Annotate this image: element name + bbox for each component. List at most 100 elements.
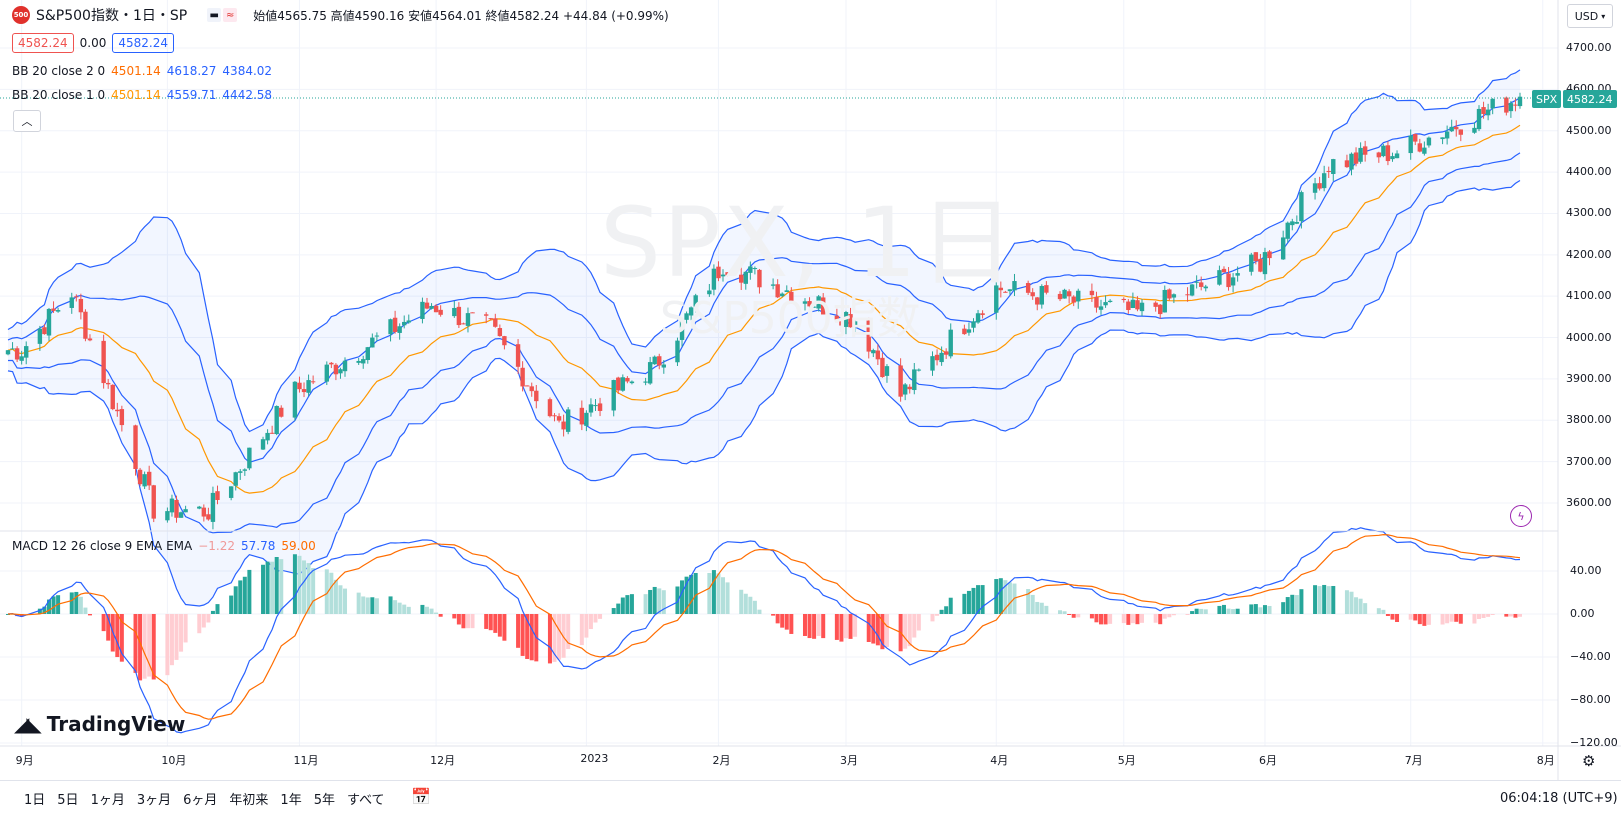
timeframe-button[interactable]: 5日 (57, 793, 79, 808)
macd-bar (1508, 614, 1513, 617)
timeframe-button[interactable]: 3ヶ月 (136, 793, 172, 808)
macd-bar (520, 614, 525, 656)
candle-body (174, 499, 179, 518)
compare-toggle[interactable]: ▬ ≈ (207, 8, 238, 22)
collapse-legend-button[interactable]: ︿ (13, 110, 41, 132)
timeframe-button[interactable]: 6ヶ月 (183, 793, 218, 808)
candle-body (684, 313, 689, 320)
sell-price-box[interactable]: 4582.24 (12, 33, 74, 53)
timeframe-button[interactable]: 1ヶ月 (90, 793, 125, 808)
price-tick-label: 4400.00 (1566, 165, 1612, 179)
candle-body (816, 296, 821, 309)
candle-body (238, 471, 243, 473)
macd-bar (1035, 601, 1040, 614)
candle-body (301, 389, 307, 393)
candle-body (1258, 258, 1263, 272)
candle-body (279, 407, 284, 417)
macd-bar (397, 602, 402, 614)
macd-bar (1454, 614, 1459, 622)
macd-bar (1130, 614, 1135, 624)
candle-body (105, 382, 111, 385)
candle-body (1358, 147, 1363, 162)
symbol-title[interactable]: S&P500指数・1日・SP (36, 8, 188, 24)
macd-bar (1190, 611, 1195, 614)
macd-bar (648, 589, 653, 614)
candle-body (871, 350, 876, 354)
macd-bar (1249, 604, 1254, 614)
macd-bar (620, 597, 625, 614)
macd-bar (361, 596, 366, 614)
macd-bar (552, 614, 557, 662)
macd-tick-label: −120.00 (1570, 736, 1618, 749)
candle-body (1267, 251, 1272, 259)
bb-lower-2 (7, 179, 1521, 607)
macd-bar (233, 586, 238, 614)
macd-bar (584, 614, 589, 638)
price-tick-label: 4000.00 (1566, 330, 1612, 344)
macd-bar (42, 606, 47, 614)
chart-canvas[interactable] (0, 0, 1621, 780)
macd-bar (903, 614, 908, 649)
candle-body (1171, 294, 1177, 298)
macd-bar (1290, 594, 1295, 614)
macd-bar (880, 614, 885, 650)
macd-bar (115, 614, 120, 658)
candle-body (78, 298, 84, 313)
candle-body (133, 425, 138, 469)
clock[interactable]: 06:04:18 (UTC+9) (1500, 791, 1618, 806)
wave-icon[interactable]: ≈ (223, 8, 238, 22)
candle-body (1513, 104, 1518, 106)
candle-body (110, 384, 115, 410)
candle-body (1007, 289, 1013, 292)
macd-bar (1449, 614, 1454, 622)
candle-body (1413, 134, 1418, 142)
macd-bar (438, 614, 443, 617)
candle-body (980, 313, 985, 315)
bb1-legend[interactable]: BB 20 close 1 0 4501.14 4559.71 4442.58 (12, 88, 272, 102)
macd-bar (370, 597, 375, 614)
macd-bar (147, 614, 152, 677)
macd-bar (78, 596, 83, 614)
candle-body (420, 301, 425, 319)
candle-body (625, 377, 630, 382)
macd-legend[interactable]: MACD 12 26 close 9 EMA EMA −1.22 57.78 5… (12, 539, 316, 553)
candle-body (1317, 183, 1322, 189)
bb2-label: BB 20 close 2 0 (12, 64, 106, 78)
currency-select[interactable]: USD ▾ (1567, 4, 1613, 28)
macd-bar (1472, 614, 1477, 624)
timeframe-button[interactable]: すべて (346, 793, 385, 808)
candle-body (310, 381, 316, 383)
timeframe-button[interactable]: 年初来 (229, 793, 269, 808)
signal-line (7, 533, 1521, 720)
macd-bar (757, 609, 762, 614)
bb2-legend[interactable]: BB 20 close 2 0 4501.14 4618.27 4384.02 (12, 64, 272, 78)
macd-bar (598, 614, 603, 619)
macd-bar (1185, 614, 1190, 615)
timeframe-button[interactable]: 1年 (280, 793, 302, 808)
candle-body (470, 312, 475, 314)
macd-bar (684, 576, 689, 614)
macd-bar (1067, 614, 1072, 615)
buy-price-box[interactable]: 4582.24 (112, 33, 174, 53)
candle-body (620, 377, 626, 391)
macd-bar (1231, 609, 1236, 614)
timeframe-button[interactable]: 1日 (24, 793, 46, 808)
macd-bar (1376, 608, 1381, 614)
candle-body (465, 313, 471, 326)
candle-body (306, 380, 311, 393)
macd-bar (1354, 597, 1359, 614)
minus-icon[interactable]: ▬ (207, 8, 222, 22)
candle-body (720, 274, 726, 277)
macd-bar (179, 614, 184, 652)
candle-body (1217, 270, 1222, 285)
date-range-icon[interactable]: 📅 (411, 787, 431, 806)
candle-body (1230, 277, 1236, 286)
candle-body (1203, 286, 1208, 289)
macd-bar (502, 614, 507, 641)
tradingview-logo[interactable]: ◢◣ TradingView (14, 712, 185, 736)
settings-gear-icon[interactable]: ⚙ (1582, 752, 1596, 770)
candle-body (19, 356, 24, 361)
macd-bar (716, 573, 721, 614)
lightning-icon[interactable]: ϟ (1510, 505, 1532, 527)
timeframe-button[interactable]: 5年 (313, 793, 335, 808)
